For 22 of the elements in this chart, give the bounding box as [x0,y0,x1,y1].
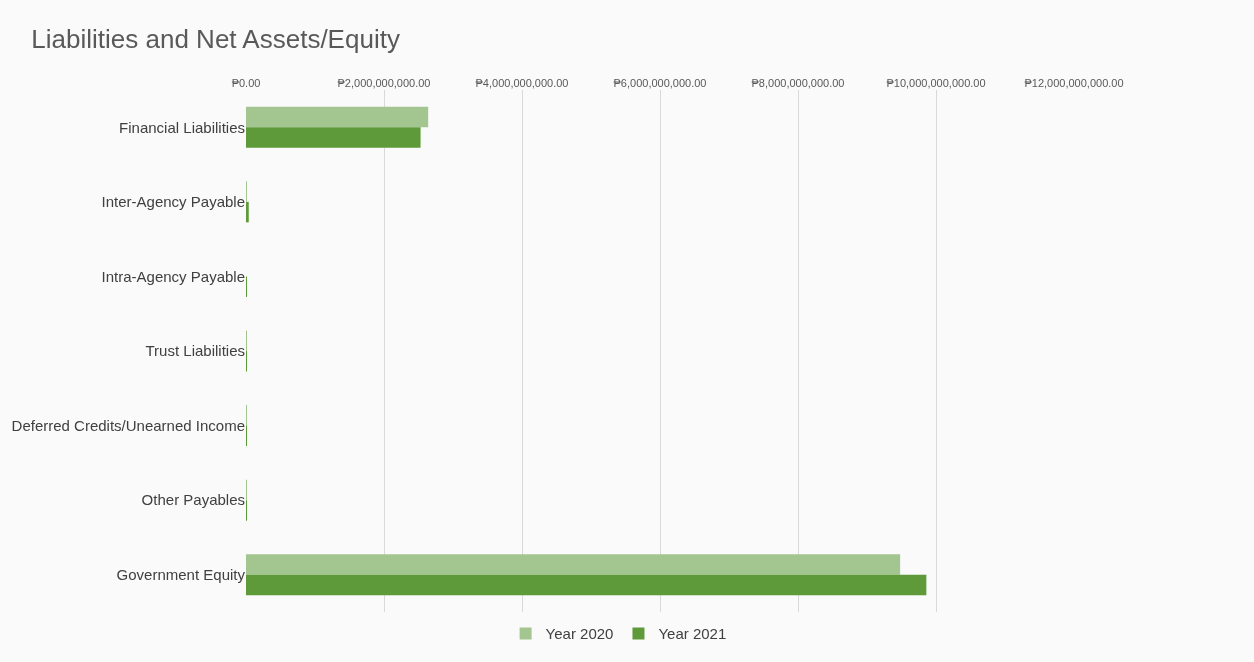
y-tick-label: Other Payables [141,491,245,509]
x-tick-label: ₱2,000,000,000.00 [337,76,431,89]
y-tick-label: Inter-Agency Payable [101,193,245,211]
x-tick-label: ₱4,000,000,000.00 [475,76,569,89]
y-tick-label: Government Equity [116,565,246,583]
y-tick-label: Deferred Credits/Unearned Income [11,416,245,434]
legend-label: Year 2021 [658,625,727,643]
x-tick-label: ₱10,000,000,000.00 [886,76,986,89]
x-tick-label: ₱6,000,000,000.00 [613,76,707,89]
x-tick-label: ₱0.00 [231,76,261,89]
x-tick-label: ₱8,000,000,000.00 [751,76,845,89]
y-tick-label: Financial Liabilities [119,118,245,136]
x-tick-label: ₱12,000,000,000.00 [1024,76,1124,89]
bar [246,201,249,223]
bar [246,106,429,128]
legend-label: Year 2020 [545,625,614,643]
y-tick-label: Trust Liabilities [145,342,245,360]
bar [246,127,421,148]
bar [246,574,927,596]
y-tick-label: Intra-Agency Payable [101,267,245,285]
bar [246,554,901,575]
chart-title: Liabilities and Net Assets/Equity [31,23,400,54]
